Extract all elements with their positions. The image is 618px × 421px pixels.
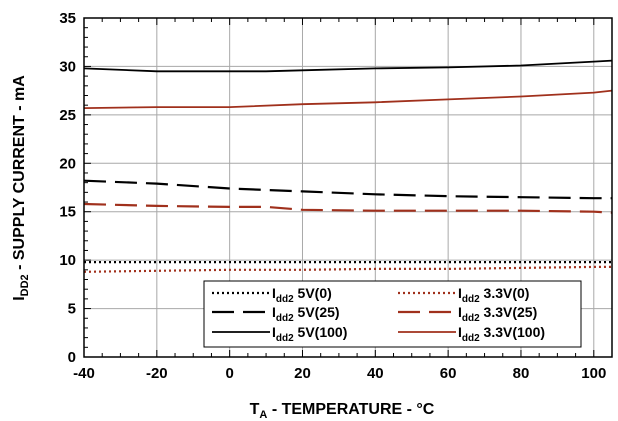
legend-label-5: Idd2 3.3V(100): [458, 324, 545, 344]
y-tick-label: 25: [59, 107, 76, 124]
legend-label-1: Idd2 5V(25): [272, 304, 340, 324]
series-line-4: [83, 202, 613, 214]
y-tick-label: 5: [68, 301, 76, 318]
y-tick-label: 35: [59, 10, 76, 27]
plot-frame: [83, 17, 613, 358]
x-tick-label: 100: [581, 365, 606, 382]
y-tick-label: 30: [59, 58, 76, 75]
series-line-5: [83, 89, 613, 109]
x-tick-label: 0: [225, 365, 233, 382]
legend-box: [203, 280, 582, 348]
x-tick-label: 40: [367, 365, 384, 382]
legend: Idd2 5V(0)Idd2 5V(25)Idd2 5V(100) Idd2 3.…: [203, 280, 582, 348]
x-axis-title: TA - TEMPERATURE - °C: [250, 401, 435, 421]
x-tick-label: -40: [73, 365, 95, 382]
legend-label-2: Idd2 5V(100): [272, 324, 347, 344]
y-tick-label: 10: [59, 252, 76, 269]
legend-label-3: Idd2 3.3V(0): [458, 285, 529, 305]
series-line-1: [83, 179, 612, 200]
y-tick-label: 0: [68, 349, 76, 366]
y-axis-title: IDD2 - SUPPLY CURRENT - mA: [11, 75, 31, 301]
x-tick-label: 60: [440, 365, 457, 382]
axis-ticks: -40 -20 0 20 40 60 80 100 0 5 10 15 20 25 30 35: [59, 10, 613, 382]
x-tick-label: 20: [294, 365, 311, 382]
legend-label-0: Idd2 5V(0): [272, 285, 332, 305]
series-line-3: [83, 265, 612, 273]
x-tick-label: -20: [146, 365, 168, 382]
series-line-2: [83, 59, 613, 73]
x-tick-label: 80: [513, 365, 530, 382]
legend-label-4: Idd2 3.3V(25): [458, 304, 537, 324]
y-tick-label: 20: [59, 155, 76, 172]
y-tick-label: 15: [59, 204, 76, 221]
series-lines: [83, 59, 613, 273]
